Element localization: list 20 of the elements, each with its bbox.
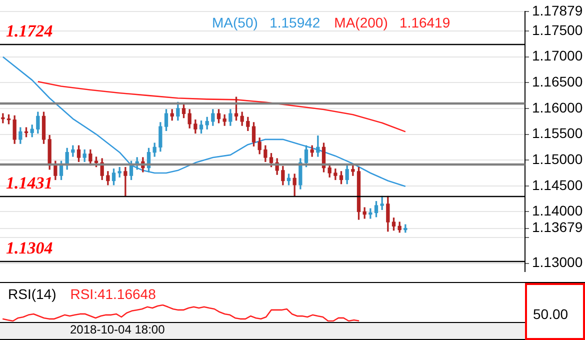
chart-title: RSI(14): [8, 286, 56, 302]
text: MA(200) 1.16419: [334, 14, 450, 30]
ref-line-label: 1.1431: [6, 173, 53, 192]
y-tick-label: 1.14000: [532, 202, 583, 219]
y-tick-label: 1.15500: [532, 125, 583, 142]
series-label: RSI:41.16648: [70, 286, 156, 302]
ref-line-label: 1.1304: [6, 238, 53, 258]
ref-line-label: 1.1724: [6, 21, 53, 40]
y-tick-label: 1.13679: [532, 219, 583, 236]
y-tick-label: 1.17500: [532, 22, 583, 38]
y-tick-label: 1.15000: [532, 150, 583, 167]
y-tick-label: 1.17000: [532, 48, 583, 64]
text: 2018-10-04 18:00: [70, 322, 166, 336]
y-tick-label: 1.16000: [532, 99, 583, 116]
y-tick-label: 1.16500: [532, 74, 583, 90]
y-tick-label: 1.14500: [532, 176, 583, 193]
text: MA(50) 1.15942: [212, 14, 320, 30]
y-tick-label: 1.17879: [532, 2, 583, 18]
text: 50.00: [533, 306, 568, 322]
y-tick-label: 1.13000: [532, 254, 583, 270]
